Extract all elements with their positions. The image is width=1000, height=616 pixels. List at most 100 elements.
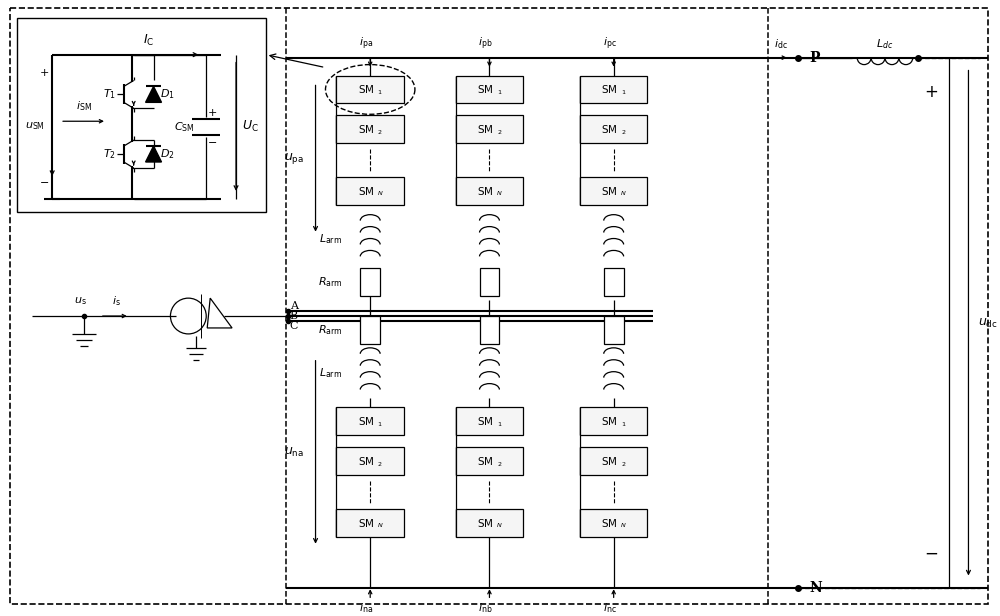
Text: $U_{\rm C}$: $U_{\rm C}$ (242, 119, 258, 134)
Polygon shape (146, 86, 161, 102)
Bar (456, 509, 523, 537)
Bar (336, 115, 404, 143)
Text: $\mathrm{SM}$: $\mathrm{SM}$ (601, 123, 618, 135)
Text: $\mathrm{SM}$: $\mathrm{SM}$ (601, 83, 618, 95)
Bar (456, 447, 523, 475)
Text: $\mathrm{SM}$: $\mathrm{SM}$ (358, 83, 374, 95)
Polygon shape (146, 146, 161, 162)
Bar (336, 76, 404, 103)
Text: $L_{\rm arm}$: $L_{\rm arm}$ (319, 366, 342, 379)
Text: $_{1}$: $_{1}$ (377, 88, 383, 97)
Text: $i_{\rm nc}$: $i_{\rm nc}$ (603, 601, 617, 615)
Text: $u_{\rm na}$: $u_{\rm na}$ (284, 445, 304, 459)
Bar (580, 177, 647, 205)
Text: $\mathrm{SM}$: $\mathrm{SM}$ (477, 185, 494, 197)
Bar (336, 177, 404, 205)
Bar (456, 407, 523, 436)
Bar (456, 115, 523, 143)
Text: $_{2}$: $_{2}$ (377, 128, 383, 137)
Text: $L_{\rm arm}$: $L_{\rm arm}$ (319, 233, 342, 246)
Text: $_{1}$: $_{1}$ (621, 88, 626, 97)
Bar (480, 269, 499, 296)
Bar (456, 76, 523, 103)
Text: $\mathrm{SM}$: $\mathrm{SM}$ (477, 123, 494, 135)
Text: $_{1}$: $_{1}$ (377, 420, 383, 429)
Text: $i_{\rm na}$: $i_{\rm na}$ (359, 601, 373, 615)
Text: $-$: $-$ (39, 176, 49, 186)
Bar (480, 316, 499, 344)
Text: $\mathrm{SM}$: $\mathrm{SM}$ (358, 415, 374, 428)
Text: $_{N}$: $_{N}$ (377, 521, 383, 530)
Text: $i_{\rm pc}$: $i_{\rm pc}$ (603, 36, 617, 52)
Text: $_{2}$: $_{2}$ (497, 128, 502, 137)
Text: $\mathrm{SM}$: $\mathrm{SM}$ (601, 455, 618, 467)
Text: $\mathrm{SM}$: $\mathrm{SM}$ (477, 415, 494, 428)
Text: $_{2}$: $_{2}$ (497, 460, 502, 469)
Text: $\mathrm{SM}$: $\mathrm{SM}$ (358, 123, 374, 135)
Text: $\mathrm{SM}$: $\mathrm{SM}$ (601, 415, 618, 428)
Bar (360, 316, 380, 344)
Text: $_{1}$: $_{1}$ (621, 420, 626, 429)
Bar (336, 407, 404, 436)
Text: $C_{\rm SM}$: $C_{\rm SM}$ (174, 120, 195, 134)
Text: $i_{\rm dc}$: $i_{\rm dc}$ (774, 37, 788, 51)
Text: $u_{\rm SM}$: $u_{\rm SM}$ (25, 120, 45, 132)
Text: $\mathrm{SM}$: $\mathrm{SM}$ (477, 517, 494, 529)
Text: $+$: $+$ (39, 67, 49, 78)
Text: $_{1}$: $_{1}$ (497, 420, 502, 429)
Text: $_{N}$: $_{N}$ (496, 521, 503, 530)
Text: $_{N}$: $_{N}$ (496, 189, 503, 198)
Text: $D_2$: $D_2$ (160, 147, 175, 161)
Text: $i_{\rm pb}$: $i_{\rm pb}$ (478, 36, 493, 52)
Text: $L_{dc}$: $L_{dc}$ (876, 37, 894, 51)
Text: $-$: $-$ (924, 545, 938, 562)
Bar (360, 269, 380, 296)
Text: $\mathrm{SM}$: $\mathrm{SM}$ (358, 517, 374, 529)
Text: $-$: $-$ (207, 136, 217, 145)
Text: $_{2}$: $_{2}$ (377, 460, 383, 469)
Bar (580, 447, 647, 475)
Bar (604, 269, 624, 296)
Text: $+$: $+$ (207, 107, 217, 118)
Text: P: P (809, 51, 820, 65)
Text: $i_{\rm nb}$: $i_{\rm nb}$ (478, 601, 493, 615)
Text: $_{1}$: $_{1}$ (497, 88, 502, 97)
Bar (336, 447, 404, 475)
Text: $_{2}$: $_{2}$ (621, 128, 626, 137)
Text: $\mathrm{SM}$: $\mathrm{SM}$ (358, 185, 374, 197)
Bar (580, 407, 647, 436)
Text: $\mathrm{SM}$: $\mathrm{SM}$ (477, 83, 494, 95)
Bar (17, 18, 266, 212)
Text: $i_{\rm SM}$: $i_{\rm SM}$ (76, 99, 92, 113)
Text: $T_1$: $T_1$ (103, 87, 116, 101)
Text: $T_2$: $T_2$ (103, 147, 116, 161)
Bar (580, 509, 647, 537)
Text: $_{N}$: $_{N}$ (620, 189, 627, 198)
Text: $_{N}$: $_{N}$ (377, 189, 383, 198)
Text: $\mathrm{SM}$: $\mathrm{SM}$ (477, 455, 494, 467)
Text: $D_1$: $D_1$ (160, 87, 175, 101)
Text: A: A (290, 301, 298, 311)
Text: $u_{\rm pa}$: $u_{\rm pa}$ (284, 150, 304, 166)
Text: $\mathrm{SM}$: $\mathrm{SM}$ (358, 455, 374, 467)
Bar (456, 177, 523, 205)
Text: $I_{\rm C}$: $I_{\rm C}$ (143, 33, 154, 48)
Text: $R_{\rm arm}$: $R_{\rm arm}$ (318, 275, 342, 289)
Text: $u_{\rm s}$: $u_{\rm s}$ (74, 295, 86, 307)
Text: $\mathrm{SM}$: $\mathrm{SM}$ (601, 185, 618, 197)
Text: B: B (290, 311, 298, 321)
Text: N: N (809, 582, 822, 595)
Text: $i_{\rm s}$: $i_{\rm s}$ (112, 294, 121, 308)
Text: $+$: $+$ (924, 84, 938, 101)
Text: $_{2}$: $_{2}$ (621, 460, 626, 469)
Bar (580, 115, 647, 143)
Text: $\mathrm{SM}$: $\mathrm{SM}$ (601, 517, 618, 529)
Bar (336, 509, 404, 537)
Text: $R_{\rm arm}$: $R_{\rm arm}$ (318, 323, 342, 337)
Bar (604, 316, 624, 344)
Text: $_{N}$: $_{N}$ (620, 521, 627, 530)
Text: C: C (290, 321, 298, 331)
Bar (580, 76, 647, 103)
Text: $i_{\rm pa}$: $i_{\rm pa}$ (359, 36, 373, 52)
Text: $u_{\rm dc}$: $u_{\rm dc}$ (978, 317, 998, 330)
